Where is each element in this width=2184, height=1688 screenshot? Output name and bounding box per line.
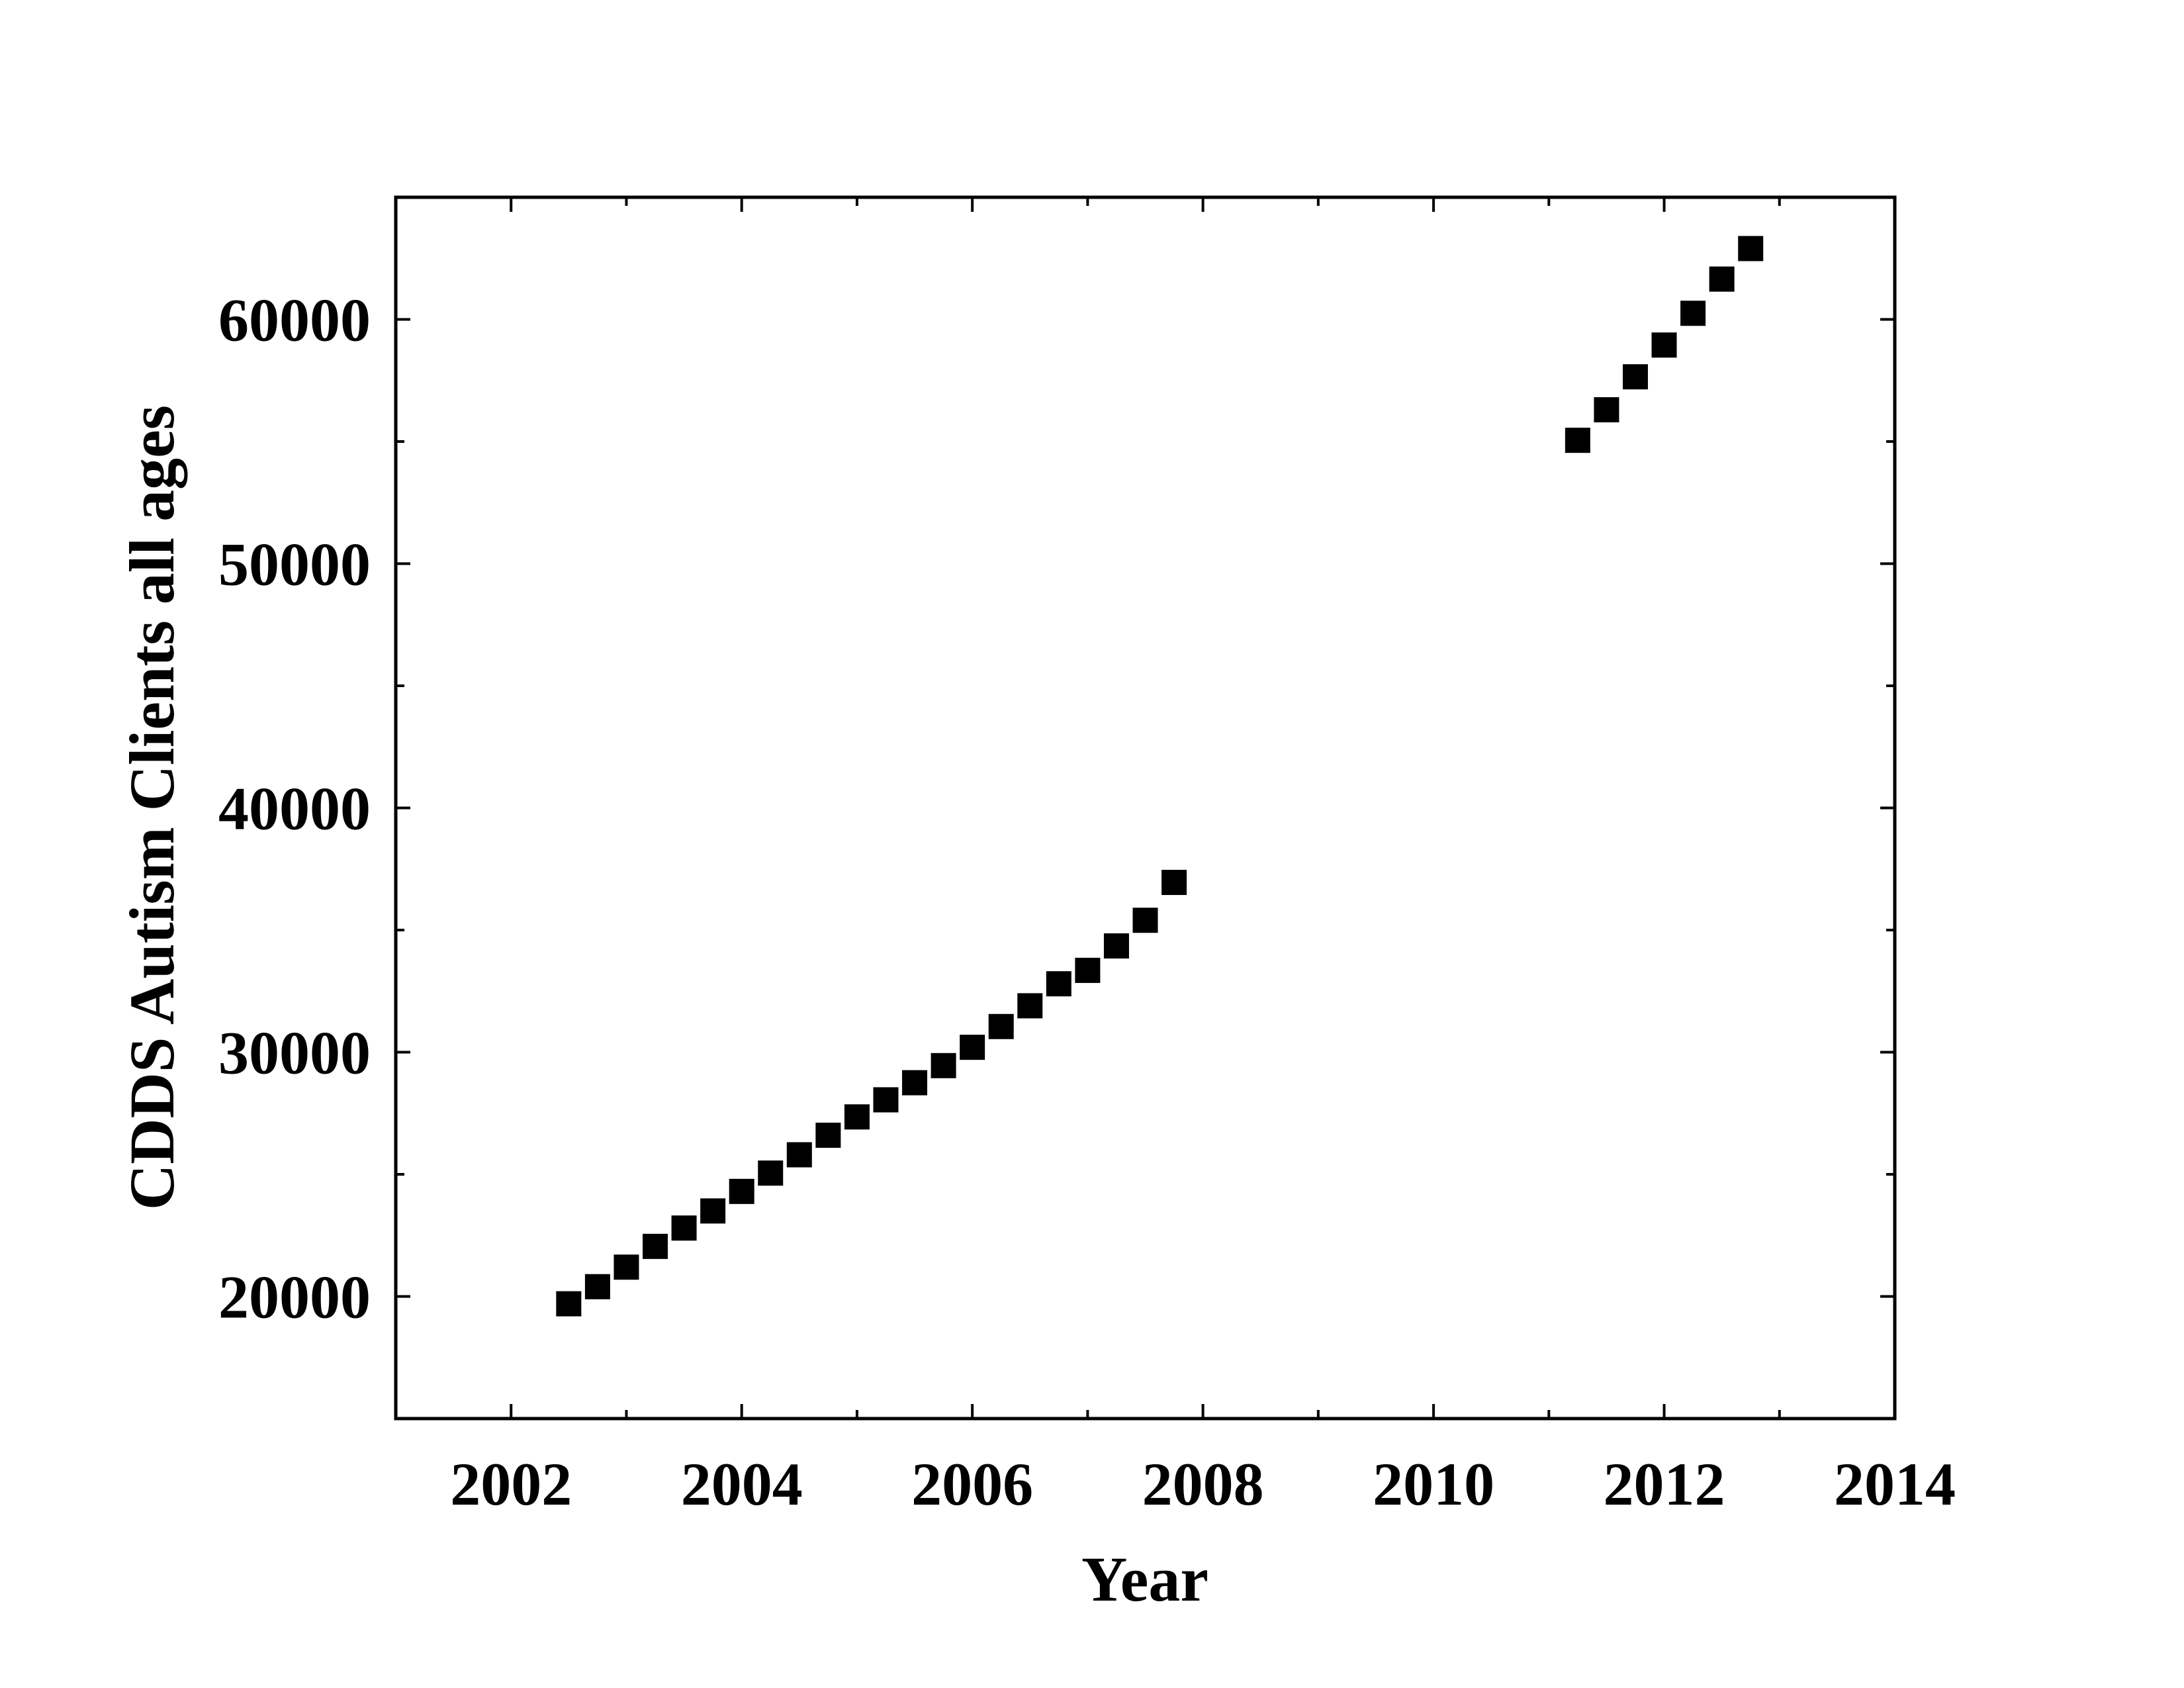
- data-point: [614, 1254, 639, 1280]
- x-tick-label: 2002: [450, 1450, 572, 1518]
- x-tick-labels: 2002 2004 2006 2008 2010 2012 2014: [450, 1450, 1956, 1518]
- data-point: [1017, 993, 1043, 1019]
- data-point: [902, 1070, 928, 1096]
- data-point: [988, 1013, 1014, 1039]
- data-point: [786, 1142, 812, 1168]
- data-point: [815, 1122, 841, 1148]
- data-point: [1622, 364, 1648, 390]
- data-point: [1161, 870, 1187, 896]
- y-axis-title: CDDS Autism Clients all ages: [116, 405, 187, 1210]
- y-tick-label: 20000: [218, 1264, 371, 1331]
- y-tick-labels: 20000 30000 40000 50000 60000: [218, 287, 371, 1331]
- data-point: [671, 1215, 697, 1241]
- data-point: [643, 1233, 668, 1259]
- data-point: [1709, 266, 1735, 292]
- x-axis-title: Year: [1081, 1544, 1208, 1615]
- data-point: [931, 1053, 956, 1078]
- data-point: [729, 1178, 754, 1204]
- data-point: [556, 1291, 582, 1317]
- y-tick-label: 30000: [218, 1019, 371, 1087]
- data-point: [1075, 957, 1101, 983]
- data-point: [584, 1274, 610, 1299]
- x-tick-label: 2008: [1142, 1450, 1264, 1518]
- data-point: [960, 1035, 985, 1060]
- data-point: [873, 1087, 899, 1113]
- y-tick-label: 60000: [218, 287, 371, 354]
- data-point: [758, 1160, 784, 1186]
- data-point: [1103, 933, 1129, 959]
- y-tick-label: 40000: [218, 775, 371, 843]
- data-point: [700, 1198, 726, 1224]
- data-point: [1738, 236, 1764, 261]
- data-point: [1132, 908, 1158, 933]
- data-point: [1046, 971, 1071, 997]
- x-tick-label: 2006: [911, 1450, 1033, 1518]
- data-point: [1651, 332, 1677, 358]
- data-point: [1594, 397, 1619, 423]
- data-point: [1565, 428, 1590, 453]
- data-point: [1680, 301, 1706, 326]
- data-point: [844, 1104, 870, 1130]
- x-tick-label: 2014: [1834, 1450, 1956, 1518]
- plot-frame: [394, 195, 1897, 1421]
- data-points: [556, 236, 1764, 1317]
- axis-ticks: [396, 197, 1896, 1419]
- y-tick-label: 50000: [218, 531, 371, 598]
- x-tick-label: 2012: [1604, 1450, 1725, 1518]
- x-tick-label: 2010: [1373, 1450, 1494, 1518]
- x-tick-label: 2004: [681, 1450, 803, 1518]
